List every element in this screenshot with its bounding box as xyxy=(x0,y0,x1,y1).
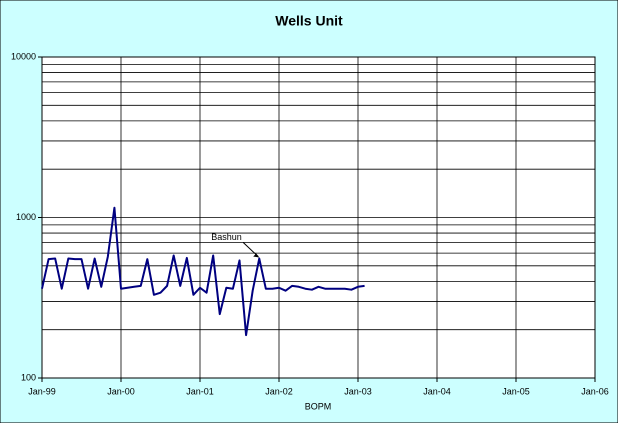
x-tick-label: Jan-03 xyxy=(344,386,372,396)
chart-title: Wells Unit xyxy=(275,13,343,29)
data-line xyxy=(41,206,365,337)
y-tick-label: 10000 xyxy=(11,51,36,61)
x-tick-label: Jan-05 xyxy=(502,386,530,396)
x-tick-label: Jan-02 xyxy=(265,386,293,396)
x-tick-label: Jan-04 xyxy=(423,386,451,396)
annotation-text: Bashun xyxy=(211,232,242,242)
x-axis-label: BOPM xyxy=(305,401,332,411)
y-tick-label: 100 xyxy=(21,372,36,382)
x-tick-label: Jan-06 xyxy=(581,386,609,396)
x-tick-label: Jan-99 xyxy=(28,386,56,396)
y-tick-label: 1000 xyxy=(16,212,36,222)
x-tick-label: Jan-00 xyxy=(107,386,135,396)
x-tick-label: Jan-01 xyxy=(186,386,214,396)
plot-border xyxy=(41,56,596,379)
annotation-arrowhead xyxy=(253,253,260,258)
